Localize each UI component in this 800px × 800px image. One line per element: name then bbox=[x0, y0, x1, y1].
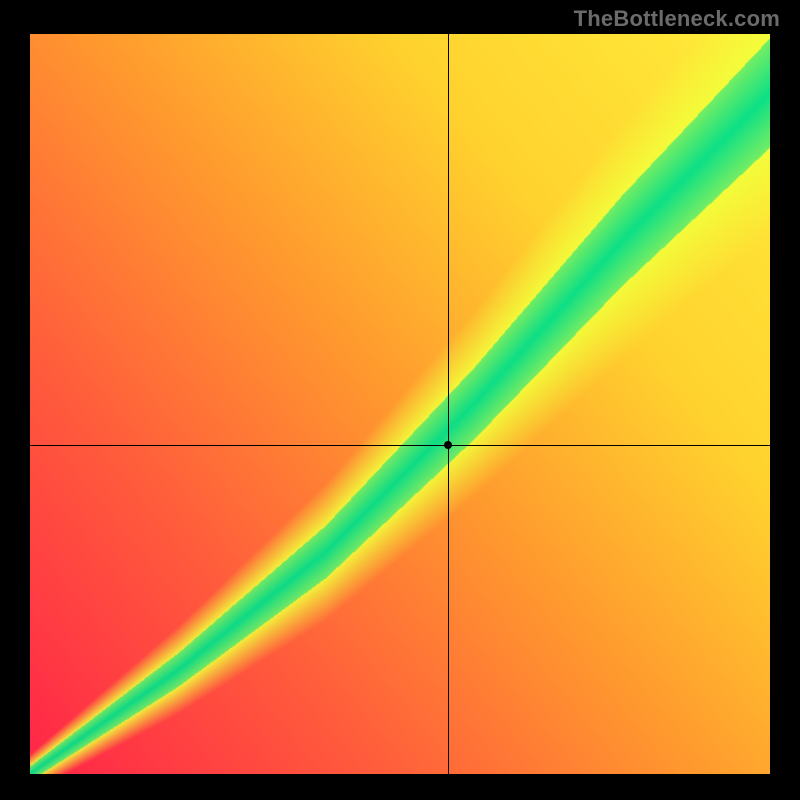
watermark-text: TheBottleneck.com bbox=[574, 6, 780, 32]
heatmap-canvas bbox=[30, 34, 770, 774]
page-root: TheBottleneck.com bbox=[0, 0, 800, 800]
heatmap-plot bbox=[30, 34, 770, 774]
